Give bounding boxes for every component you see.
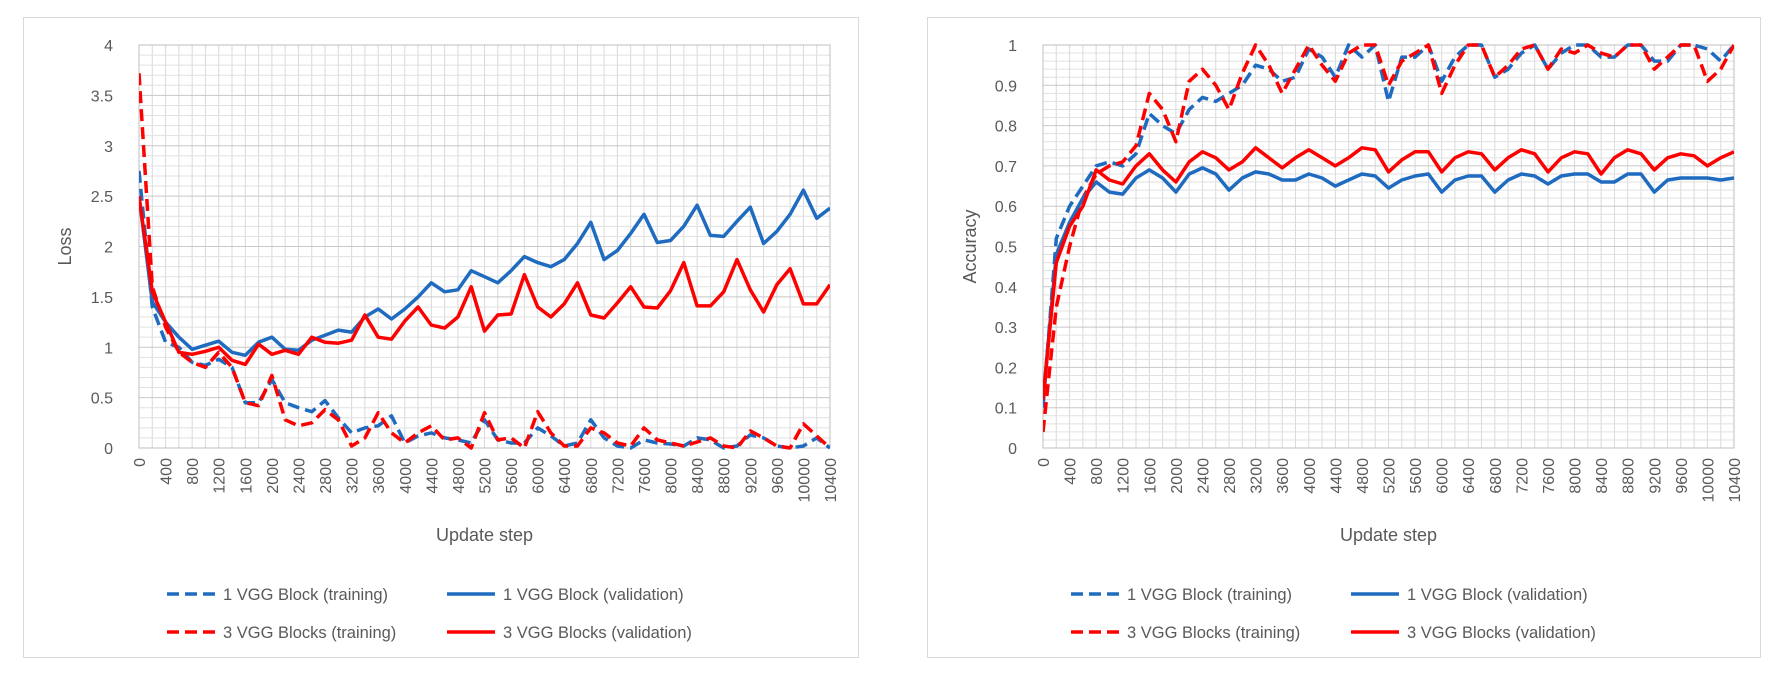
x-axis-title: Update step [436,525,533,545]
x-tick-label: 8800 [1621,458,1638,494]
legend-entry: 3 VGG Blocks (validation) [1407,624,1596,642]
series-line-1-vgg-block-validation [139,188,830,358]
x-tick-label: 7200 [610,458,627,494]
plot-area [1042,44,1735,449]
x-tick-label: 6000 [1435,458,1452,494]
accuracy-chart-panel: 0 0.1 0.2 0.3 0.4 0.5 0.6 0.7 0.8 0.9 1 0 400 800 1200… [927,17,1761,658]
x-tick-label: 2400 [1195,458,1212,494]
x-tick-label: 1200 [212,458,229,494]
y-tick-label: 2.5 [91,189,113,206]
x-tick-label: 5600 [1408,458,1425,494]
x-tick-label: 5200 [1382,458,1399,494]
x-tick-label: 800 [185,458,202,485]
y-axis-title: Loss [55,227,75,265]
x-tick-label: 2400 [291,458,308,494]
x-tick-label: 8000 [664,458,681,494]
x-tick-label: 3200 [1249,458,1266,494]
y-tick-label: 4 [104,38,113,55]
x-tick-label: 6800 [1488,458,1505,494]
y-tick-label: 0.8 [995,119,1017,136]
y-tick-label: 1 [1008,38,1017,55]
x-tick-label: 4000 [1302,458,1319,494]
x-tick-label: 2000 [1169,458,1186,494]
plot-area [138,44,831,449]
x-tick-label: 4400 [424,458,441,494]
x-tick-label: 5600 [504,458,521,494]
series-line-3-vgg-blocks-training [139,73,830,450]
y-tick-label: 0.9 [995,78,1017,95]
loss-chart-panel: 0 0.5 1 1.5 2 2.5 3 3.5 4 0 400 800 1200 1600 2000 2400… [23,17,859,658]
x-tick-label: 4800 [1355,458,1372,494]
x-tick-label: 9600 [1674,458,1691,494]
x-tick-label: 7600 [1541,458,1558,494]
x-tick-label: 8400 [1594,458,1611,494]
x-tick-label: 1600 [1142,458,1159,494]
legend-entry: 1 VGG Block (training) [1127,586,1292,604]
x-tick-label: 0 [1036,458,1053,467]
legend-entry: 1 VGG Block (validation) [1407,586,1588,604]
y-axis-title: Accuracy [960,209,980,283]
x-tick-label: 8000 [1568,458,1585,494]
x-tick-label: 4800 [451,458,468,494]
series-line-3-vgg-blocks-validation [139,195,830,367]
x-tick-label: 6800 [584,458,601,494]
legend-entry: 3 VGG Blocks (training) [1127,624,1300,642]
y-tick-label: 0 [1008,441,1017,458]
x-tick-label: 400 [1063,458,1080,485]
x-tick-label: 0 [132,458,149,467]
x-tick-label: 2800 [318,458,335,494]
y-tick-label: 2 [104,240,113,257]
x-tick-label: 9600 [770,458,787,494]
x-tick-label: 3200 [345,458,362,494]
y-tick-label: 0.2 [995,360,1017,377]
y-tick-label: 0.3 [995,320,1017,337]
x-tick-label: 5200 [478,458,495,494]
x-tick-label: 8400 [690,458,707,494]
series-line-3-vgg-blocks-validation [1043,146,1734,400]
series-line-1-vgg-block-validation [1043,166,1734,400]
y-tick-label: 0.4 [995,280,1017,297]
y-tick-label: 3.5 [91,88,113,105]
legend-entry: 3 VGG Blocks (validation) [503,624,692,642]
x-tick-label: 10400 [1727,458,1744,503]
x-tick-label: 3600 [1275,458,1292,494]
series-line-1-vgg-block-training [1043,43,1734,408]
x-tick-label: 10400 [823,458,840,503]
series-line-3-vgg-blocks-training [1043,43,1734,433]
legend-entry: 1 VGG Block (training) [223,586,388,604]
x-tick-label: 10000 [1700,458,1717,503]
x-tick-label: 10000 [796,458,813,503]
legend-entry: 1 VGG Block (validation) [503,586,684,604]
x-tick-label: 7200 [1514,458,1531,494]
y-tick-label: 0.6 [995,199,1017,216]
legend-entry: 3 VGG Blocks (training) [223,624,396,642]
y-tick-label: 0.5 [995,240,1017,257]
x-tick-label: 8800 [717,458,734,494]
x-tick-label: 1600 [238,458,255,494]
x-tick-label: 6400 [1461,458,1478,494]
loss-chart: 0 0.5 1 1.5 2 2.5 3 3.5 4 0 400 800 1200 1600 2000 2400… [55,38,840,642]
x-tick-label: 7600 [637,458,654,494]
x-tick-label: 400 [159,458,176,485]
x-tick-label: 1200 [1116,458,1133,494]
x-axis-title: Update step [1340,525,1437,545]
y-tick-label: 3 [104,139,113,156]
y-tick-label: 0.7 [995,159,1017,176]
x-tick-label: 2000 [265,458,282,494]
y-tick-label: 1.5 [91,290,113,307]
x-tick-label: 4000 [398,458,415,494]
x-tick-label: 2800 [1222,458,1239,494]
x-tick-label: 6400 [557,458,574,494]
x-tick-label: 6000 [531,458,548,494]
x-tick-label: 9200 [743,458,760,494]
accuracy-chart: 00.10.20.30.40.50.60.70.80.910 400 800 1200… [960,38,1744,642]
x-tick-label: 800 [1089,458,1106,485]
y-tick-label: 0.1 [995,401,1017,418]
y-tick-label: 1 [104,340,113,357]
y-tick-label: 0.5 [91,391,113,408]
x-tick-label: 3600 [371,458,388,494]
x-tick-label: 9200 [1647,458,1664,494]
y-tick-label: 0 [104,441,113,458]
x-tick-label: 4400 [1328,458,1345,494]
